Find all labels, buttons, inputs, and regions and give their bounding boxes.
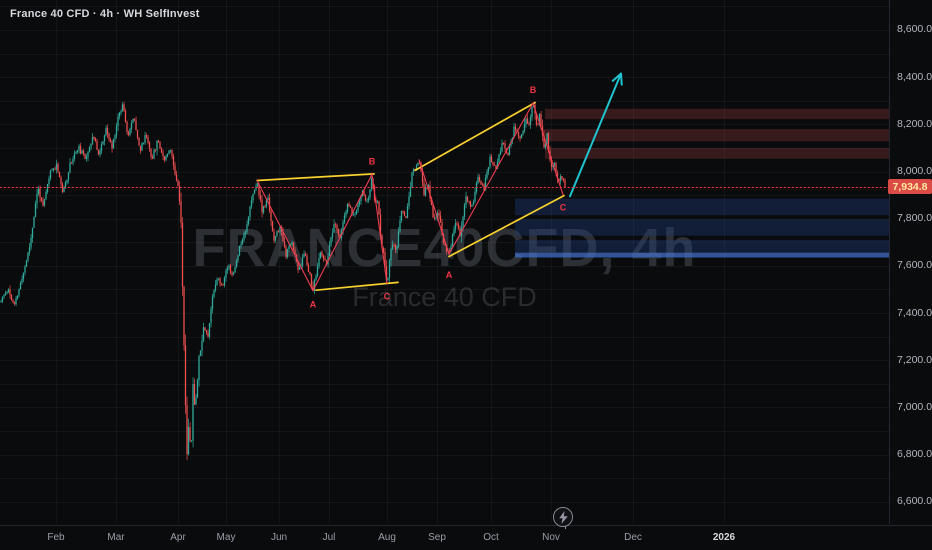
- price-axis-label: 7,400.0: [897, 306, 932, 319]
- time-axis-label: Mar: [107, 532, 125, 543]
- time-axis-label: May: [216, 532, 236, 543]
- time-axis-label: Dec: [624, 532, 642, 543]
- price-axis-label: 8,600.0: [897, 23, 932, 36]
- current-price-badge: 7,934.8: [888, 179, 932, 195]
- time-axis[interactable]: Feb Mar Apr May Jun Jul Aug Sep Oct Nov Dec 2026: [0, 525, 932, 550]
- time-axis-label: Feb: [47, 532, 65, 543]
- candlestick-chart-pane[interactable]: [0, 0, 889, 524]
- price-axis-label: 7,000.0: [897, 400, 932, 413]
- lightning-bolt-icon: [558, 510, 568, 524]
- instant-trading-button[interactable]: [553, 507, 573, 527]
- price-axis-label: 7,800.0: [897, 212, 932, 225]
- price-axis-label: 7,600.0: [897, 259, 932, 272]
- time-axis-label: 2026: [712, 532, 736, 543]
- price-axis[interactable]: 8,600.0 8,400.0 8,200.0 8,000.0 7,800.0 7,600…: [889, 0, 932, 524]
- latest-bar-tick: [565, 526, 566, 529]
- price-axis-label: 8,400.0: [897, 70, 932, 83]
- price-axis-label: 6,600.0: [897, 495, 932, 508]
- time-axis-label: Nov: [542, 532, 560, 543]
- time-axis-label: Apr: [170, 532, 186, 543]
- time-axis-label: Sep: [428, 532, 446, 543]
- price-axis-label: 7,200.0: [897, 353, 932, 366]
- time-axis-label: Aug: [378, 532, 396, 543]
- price-axis-label: 6,800.0: [897, 448, 932, 461]
- time-axis-label: Jun: [270, 532, 288, 543]
- time-axis-label: Oct: [483, 532, 499, 543]
- time-axis-label: Jul: [322, 532, 336, 543]
- chart-title: France 40 CFD · 4h · WH SelfInvest: [10, 8, 200, 20]
- price-axis-label: 8,200.0: [897, 117, 932, 130]
- price-axis-label: 8,000.0: [897, 165, 932, 178]
